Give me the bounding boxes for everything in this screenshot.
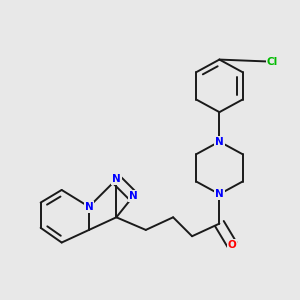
Text: O: O — [228, 240, 236, 250]
Text: N: N — [215, 189, 224, 199]
Text: N: N — [85, 202, 93, 212]
Text: N: N — [112, 174, 121, 184]
Text: N: N — [129, 191, 137, 201]
Text: Cl: Cl — [266, 57, 278, 67]
Text: N: N — [215, 136, 224, 147]
